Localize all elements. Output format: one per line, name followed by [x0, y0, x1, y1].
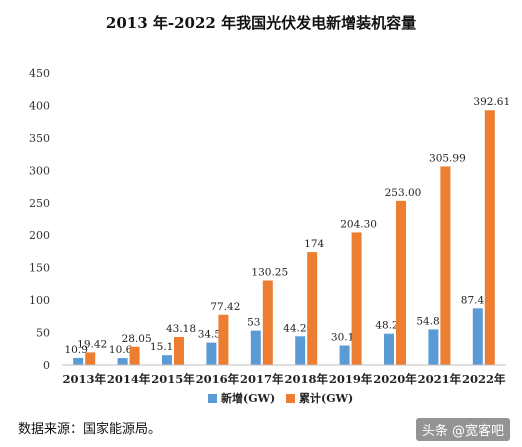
data-label-new: 34.5 [198, 329, 221, 341]
chart-title: 2013 年-2022 年我国光伏发电新增装机容量 [105, 14, 417, 32]
legend: 新增(GW) 累计(GW) [208, 391, 353, 405]
x-tick-label: 2022年 [462, 372, 506, 386]
bar-new [162, 355, 172, 365]
y-tick-label: 200 [29, 229, 50, 242]
data-label-new: 44.26 [283, 322, 313, 334]
bar-cumulative [262, 280, 273, 365]
data-label-cumulative: 28.05 [122, 333, 152, 345]
y-tick-label: 300 [29, 164, 50, 177]
y-tick-label: 50 [36, 327, 50, 340]
bar-cumulative [129, 346, 140, 365]
y-tick-label: 400 [29, 99, 50, 112]
data-label-cumulative: 19.42 [77, 338, 107, 350]
data-label-new: 53 [247, 317, 260, 329]
x-axis: 2013年 2014年 2015年 2016年 2017年 2018年 2019年 2020年… [62, 372, 506, 386]
bar-cumulative [85, 352, 96, 365]
bar-cumulative [351, 232, 362, 365]
legend-label: 累计(GW) [299, 391, 353, 405]
bar-new [339, 345, 350, 365]
bar-cumulative [218, 314, 229, 365]
x-tick-label: 2017年 [240, 372, 284, 386]
data-label-cumulative: 174 [304, 238, 324, 250]
y-tick-label: 100 [29, 294, 50, 307]
x-tick-label: 2015年 [151, 372, 195, 386]
source-note: 数据来源：国家能源局。 [18, 422, 162, 437]
data-label-new: 54.88 [416, 315, 446, 327]
bar-cumulative [174, 336, 184, 365]
bar-new [73, 357, 84, 365]
data-label-new: 48.2 [375, 320, 398, 332]
bar-new [250, 330, 261, 365]
data-label-cumulative: 130.25 [251, 266, 288, 278]
data-label-cumulative: 204.30 [340, 218, 377, 230]
data-label-new: 15.13 [150, 341, 180, 353]
data-label-new: 30.1 [331, 331, 354, 343]
watermark: 头条 @宽客吧 [415, 418, 510, 441]
bar-cumulative [396, 200, 406, 365]
bar-new [428, 329, 439, 365]
bar-new [206, 342, 217, 365]
x-tick-label: 2018年 [284, 372, 328, 386]
data-label-cumulative: 253.00 [385, 187, 422, 199]
y-axis: 0 50 100 150 200 250 300 350 400 450 [29, 67, 50, 372]
data-label-cumulative: 43.18 [166, 323, 196, 335]
data-label-new: 10.9 [65, 344, 88, 356]
y-tick-label: 0 [43, 359, 50, 372]
bar-new [295, 336, 306, 365]
bar-cumulative [307, 252, 318, 365]
bar-new [384, 333, 394, 365]
x-tick-label: 2016年 [196, 372, 240, 386]
data-label-new: 87.41 [461, 294, 491, 306]
y-tick-label: 250 [29, 197, 50, 210]
y-tick-label: 350 [29, 132, 50, 145]
x-tick-label: 2021年 [418, 372, 462, 386]
bar-cumulative [484, 110, 495, 365]
y-tick-label: 450 [29, 67, 50, 80]
y-tick-label: 150 [29, 262, 50, 275]
bar-new [117, 358, 128, 365]
legend-swatch [208, 394, 217, 403]
x-tick-label: 2014年 [107, 372, 151, 386]
data-label-new: 10.6 [109, 344, 133, 356]
legend-swatch [286, 394, 295, 403]
bar-cumulative [440, 166, 451, 365]
x-tick-label: 2020年 [373, 372, 417, 386]
legend-label: 新增(GW) [221, 391, 275, 405]
data-label-cumulative: 77.42 [210, 301, 240, 313]
data-label-cumulative: 305.99 [429, 152, 466, 164]
data-label-cumulative: 392.61 [473, 96, 510, 108]
x-tick-label: 2013年 [62, 372, 106, 386]
bar-new [472, 308, 483, 365]
x-tick-label: 2019年 [329, 372, 373, 386]
